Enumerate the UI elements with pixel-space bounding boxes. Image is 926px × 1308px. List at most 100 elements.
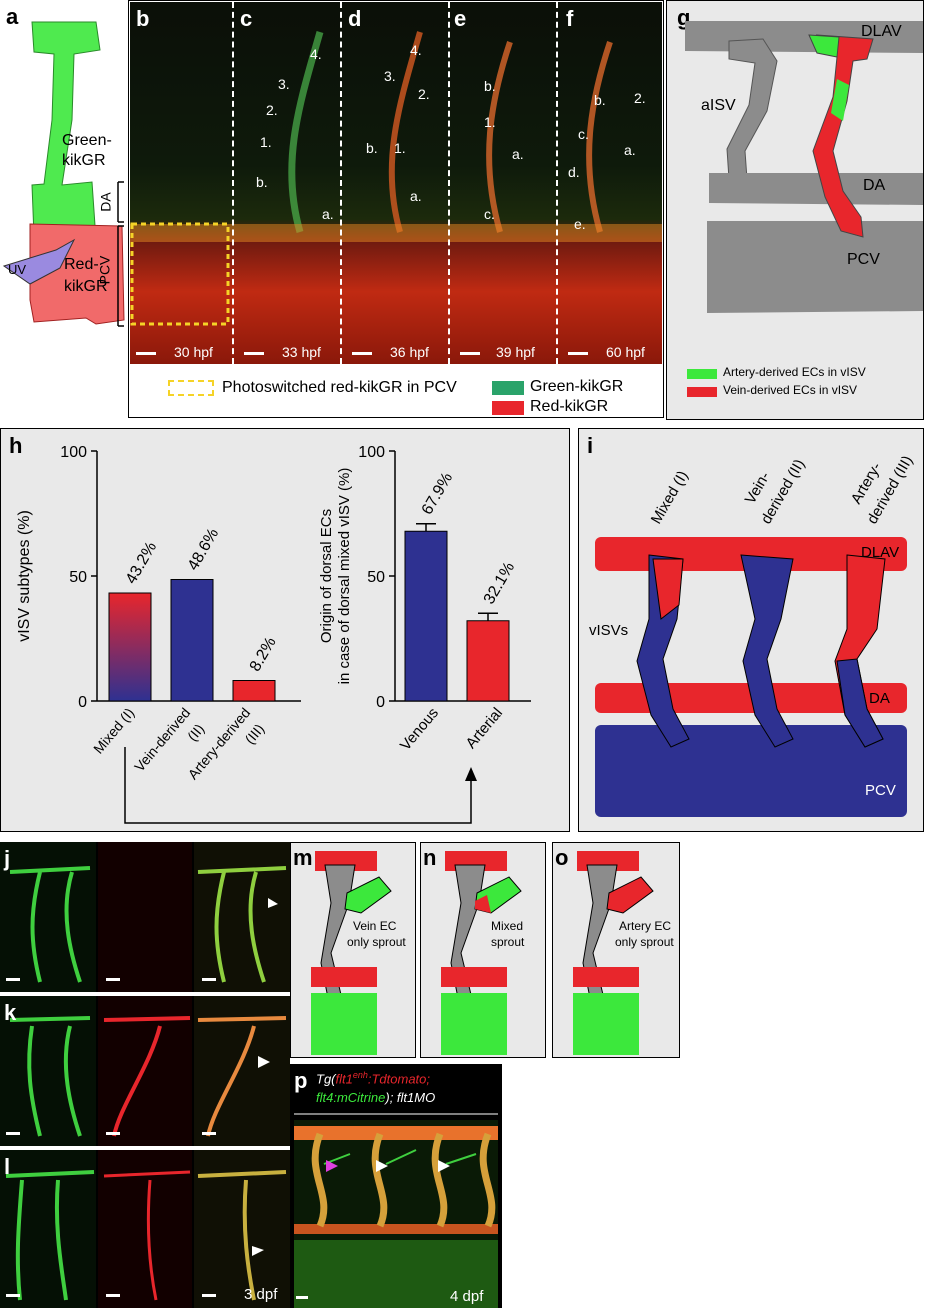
panel-a-schematic: [2, 21, 125, 327]
panel-label-i: i: [587, 433, 594, 458]
h1-cat-artery-b: (III): [242, 721, 268, 747]
g-legend-green: Artery-derived ECs in vISV: [723, 365, 866, 379]
red-kikgr-label-2: kikGR: [64, 278, 108, 295]
panel-j-row: j: [0, 842, 290, 992]
panel-label-f: f: [566, 6, 574, 31]
panel-m: m Vein EC only sprout: [290, 842, 416, 1058]
h1-ytick-0: 0: [78, 694, 87, 711]
h1-ylabel: vISV subtypes (%): [16, 510, 33, 642]
g-legend-green-swatch: [687, 369, 717, 379]
mark-d-b: b.: [366, 140, 378, 156]
h-connector-arrow: [124, 747, 472, 824]
n-text-1: Mixed: [491, 919, 524, 933]
time-39hpf: 39 hpf: [496, 344, 535, 360]
i-visv-vein: [740, 554, 794, 748]
panel-label-o: o: [555, 845, 569, 870]
mark-e-b: b.: [484, 78, 496, 94]
legend-green-swatch: [492, 381, 524, 395]
time-33hpf: 33 hpf: [282, 344, 321, 360]
panel-i: i Mixed (I) Vein- derived (II) Artery- d…: [578, 428, 924, 832]
i-pcv: [595, 725, 907, 817]
panel-label-m: m: [293, 845, 313, 870]
panel-label-h: h: [9, 433, 23, 458]
red-kikgr-vessel: [29, 223, 125, 325]
mark-e-c: c.: [484, 206, 495, 222]
panel-label-a: a: [6, 4, 19, 29]
uv-label: UV: [8, 262, 27, 277]
green-kikgr-label-2: kikGR: [62, 152, 106, 169]
h1-bar-1: [170, 579, 214, 702]
panel-p: p Tg(flt1enh:Tdtomato; flt4:mCitrine); f…: [290, 1064, 502, 1308]
timelapse-micrograph: b c d e f 4. 3. 2. 1. b. a. 4. 3. 2. b. …: [130, 2, 662, 364]
mark-e-a: a.: [512, 146, 524, 162]
legend-green-text: Green-kikGR: [530, 378, 624, 395]
mark-f-b: b.: [594, 92, 606, 108]
p-title: Tg(flt1enh:Tdtomato;: [316, 1070, 430, 1086]
red-kikgr-label-1: Red-: [64, 256, 99, 273]
pcv-side-label: PCV: [96, 255, 113, 285]
panel-label-k: k: [4, 1000, 17, 1025]
m-text-1: Vein EC: [353, 919, 397, 933]
i-da-label: DA: [869, 690, 890, 707]
green-kikgr-label-1: Green-: [62, 132, 112, 149]
h1-bar-0: [108, 592, 152, 702]
mark-f-e: e.: [574, 216, 586, 232]
mark-f-2: 2.: [634, 90, 646, 106]
p-title-2: flt1: [335, 1071, 353, 1087]
h1-value-label-2: 8.2%: [247, 634, 280, 674]
g-legend-red: Vein-derived ECs in vISV: [723, 383, 858, 397]
p-title-line2: flt4:mCitrine); flt1MO: [316, 1090, 435, 1105]
panel-a: a Green- kikGR Red- kikGR UV DA PCV: [0, 0, 130, 370]
time-60hpf: 60 hpf: [606, 344, 645, 360]
p-title-sup: enh: [352, 1070, 368, 1080]
mark-c-4: 4.: [310, 46, 322, 62]
h1-cat-vein-b: (II): [184, 721, 207, 744]
visv-green: [808, 34, 840, 58]
panel-label-e: e: [454, 6, 467, 31]
mark-d-a: a.: [410, 188, 422, 204]
g-legend-red-swatch: [687, 387, 717, 397]
i-col-vein-b: derived (II): [758, 456, 809, 527]
g-da: DA: [863, 177, 886, 194]
p-title-4: flt4:mCitrine: [316, 1090, 386, 1105]
mark-f-d: d.: [568, 164, 580, 180]
visv-green-mid: [831, 79, 849, 121]
p-title-5: ); flt1MO: [385, 1090, 436, 1105]
p-time: 4 dpf: [450, 1288, 484, 1305]
panel-label-b: b: [136, 6, 150, 31]
panel-label-c: c: [240, 6, 253, 31]
legend-photoswitched-text: Photoswitched red-kikGR in PCV: [222, 379, 457, 396]
h2-cat-arterial: Arterial: [462, 705, 506, 752]
h2-value-label-1: 32.1%: [481, 559, 518, 607]
h2-ytick-0: 0: [376, 694, 385, 711]
time-30hpf: 30 hpf: [174, 344, 213, 360]
pcv-vessel: [707, 221, 923, 313]
p-title-1: Tg(: [316, 1071, 336, 1087]
green-kikgr-vessel: [31, 21, 101, 241]
panel-o: o Artery EC only sprout: [552, 842, 680, 1058]
i-visvs-label: vISVs: [589, 622, 628, 639]
h2-ytick-50: 50: [367, 569, 385, 586]
da-side-label: DA: [97, 192, 114, 212]
h1-value-label-1: 48.6%: [185, 526, 222, 574]
panel-label-l: l: [4, 1154, 11, 1179]
i-pcv-label: PCV: [865, 782, 896, 799]
mark-c-3: 3.: [278, 76, 290, 92]
panel-k-row: k: [0, 996, 290, 1146]
p-title-3: :Tdtomato;: [367, 1071, 431, 1087]
panel-label-p: p: [294, 1068, 308, 1093]
h1-ytick-100: 100: [60, 444, 87, 461]
da-vessel: [709, 173, 923, 205]
mark-d-1: 1.: [394, 140, 406, 156]
o-text-2: only sprout: [615, 935, 674, 949]
h2-bar-0: [404, 530, 448, 702]
i-dlav-label: DLAV: [861, 544, 899, 561]
mark-d-3: 3.: [384, 68, 396, 84]
mark-c-b: b.: [256, 174, 268, 190]
h2-bar-1: [466, 620, 510, 702]
panel-label-n: n: [423, 845, 437, 870]
g-pcv: PCV: [847, 251, 880, 268]
g-aisv: aISV: [701, 97, 736, 114]
jkl-time: 3 dpf: [244, 1286, 278, 1303]
legend-photoswitched-swatch: [168, 380, 214, 396]
